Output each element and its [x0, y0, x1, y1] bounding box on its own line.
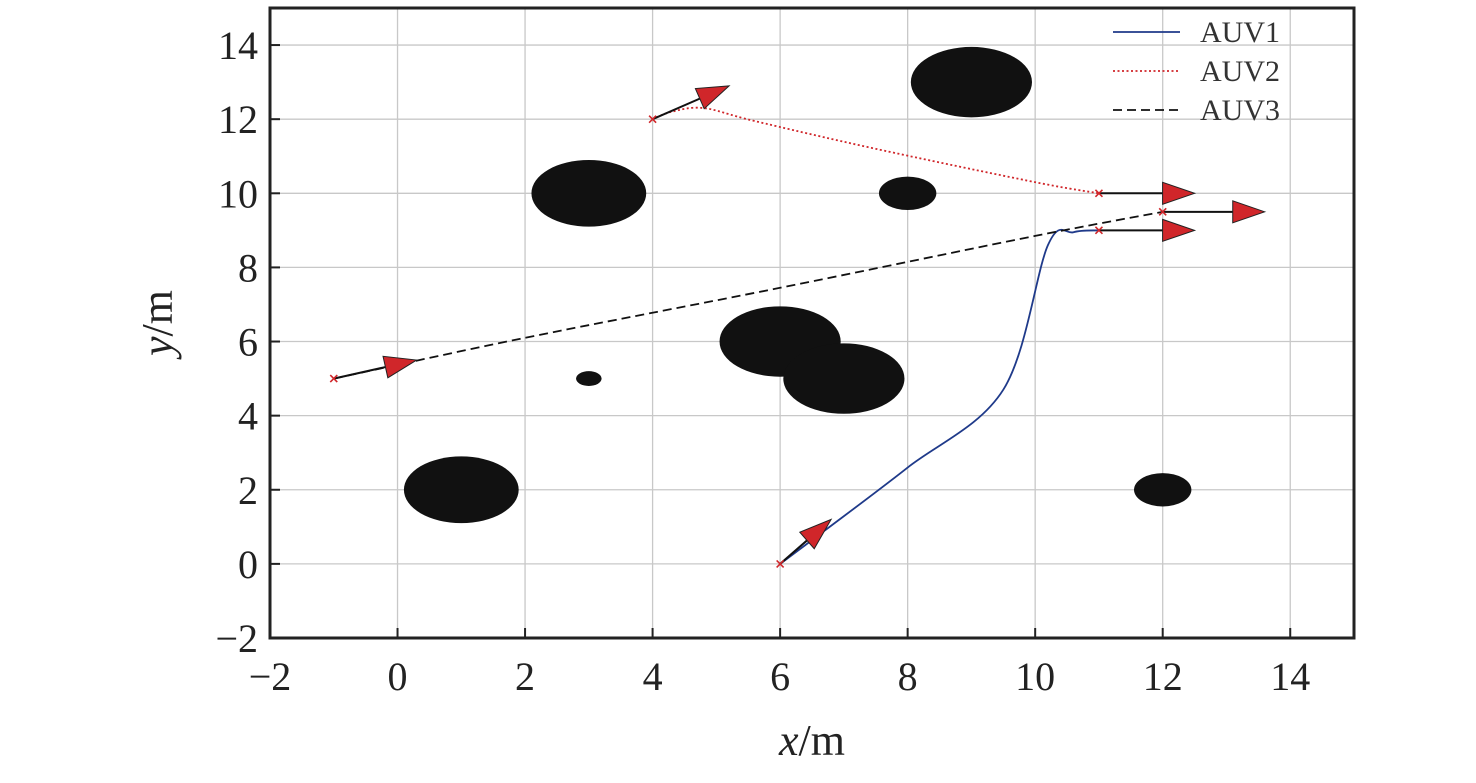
legend-label-auv1: AUV1 [1200, 16, 1280, 49]
heading-arrows [333, 85, 1267, 565]
obstacle-circle [878, 176, 937, 210]
x-tick-label: 2 [515, 654, 535, 699]
y-tick-label: 14 [218, 23, 258, 68]
trajectory-auv2 [652, 106, 1100, 195]
obstacles [403, 46, 1192, 524]
trajectories [333, 106, 1163, 565]
x-tick-label: 12 [1143, 654, 1183, 699]
heading-arrowhead [1232, 200, 1267, 224]
heading-arrow-shaft [333, 366, 386, 380]
obstacle-circle [1134, 473, 1192, 507]
heading-arrowhead [382, 355, 419, 379]
y-axis-title: y/m [133, 290, 182, 360]
goal-marker [1094, 189, 1104, 198]
trajectory-auv3 [333, 210, 1163, 380]
obstacle-circle [576, 371, 602, 386]
start-marker [329, 374, 338, 383]
obstacle-circle [531, 159, 647, 227]
y-tick-label: 12 [218, 97, 258, 142]
obstacle-circle [403, 456, 519, 524]
x-tick-label: −2 [249, 654, 292, 699]
x-tick-label: 8 [898, 654, 918, 699]
heading-arrowhead [1162, 218, 1197, 243]
x-tick-label: 4 [643, 654, 663, 699]
start-marker [776, 559, 785, 568]
heading-arrow-shaft [779, 539, 808, 565]
y-tick-label: 10 [218, 171, 258, 216]
legend-label-auv2: AUV2 [1200, 55, 1280, 88]
y-tick-label: 8 [238, 245, 258, 290]
y-tick-label: 2 [238, 468, 258, 513]
obstacle-circle [783, 343, 905, 414]
y-tick-label: 4 [238, 394, 258, 439]
trajectory-auv1 [779, 228, 1100, 565]
marker-stroke [329, 374, 338, 383]
x-tick-label: 0 [388, 654, 408, 699]
x-axis-title: x/m [778, 716, 845, 765]
y-tick-label: 0 [238, 542, 258, 587]
y-tick-label: −2 [215, 616, 258, 661]
x-tick-label: 14 [1270, 654, 1310, 699]
heading-arrowhead [798, 518, 833, 550]
y-tick-label: 6 [238, 320, 258, 365]
marker-stroke [1094, 226, 1104, 235]
start-marker [648, 115, 657, 124]
marker-stroke [1158, 207, 1167, 216]
legend: AUV1 AUV2 AUV3 [1113, 16, 1280, 127]
start-goal-markers [329, 115, 1167, 568]
x-tick-label: 6 [770, 654, 790, 699]
x-tick-label: 10 [1015, 654, 1055, 699]
plot-frame [268, 6, 1356, 640]
goal-marker [1094, 226, 1104, 235]
obstacle-circle [910, 46, 1032, 118]
goal-marker [1158, 207, 1167, 216]
heading-arrow-shaft [652, 97, 701, 121]
axis-ticks: −2 0 2 4 6 8 10 12 14 −2 0 2 4 6 8 10 12 14 [215, 23, 1310, 699]
marker-stroke [776, 559, 785, 568]
marker-stroke [1094, 189, 1104, 198]
heading-arrowhead [1162, 181, 1197, 205]
heading-arrowhead [694, 85, 731, 110]
legend-label-auv3: AUV3 [1200, 94, 1280, 127]
marker-stroke [648, 115, 657, 124]
